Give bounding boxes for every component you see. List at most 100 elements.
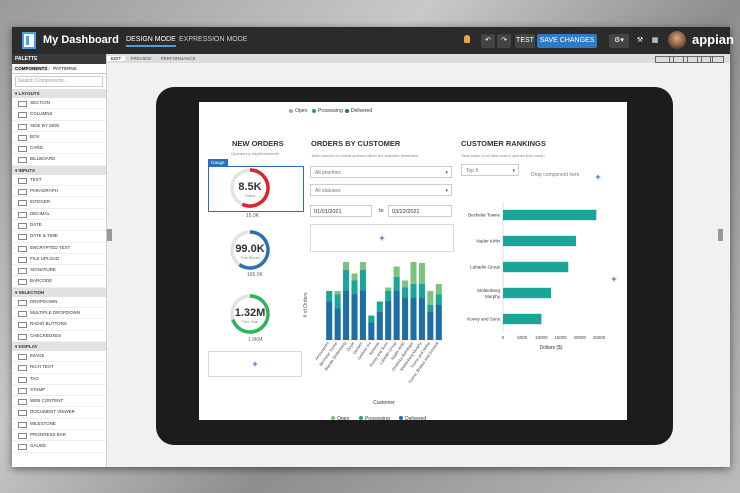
gauge-value: 8.5K [238,181,261,193]
palette-item[interactable]: TEXT [12,175,106,187]
palette-item[interactable]: DATE & TIME [12,231,106,243]
bar-open [334,291,341,295]
tab-preview[interactable]: PREVIEW [130,56,152,61]
gauge-fill [231,294,270,334]
palette-section-display[interactable]: ▾ DISPLAY [12,341,106,351]
bar-delivered [418,298,425,340]
bar-open [351,273,358,281]
palette-item[interactable]: IMAGE [12,351,106,363]
phone-view-icon[interactable] [710,56,724,63]
new-orders-subtitle: Opened by day/time/month [231,151,280,156]
palette-item[interactable]: GAUGE [12,441,106,453]
x-tick-label: 25000 [593,335,606,340]
palette-item[interactable]: PARAGRAPH [12,186,106,198]
statuses-dropdown[interactable]: All statuses [310,184,452,197]
palette-section-layouts[interactable]: ▾ LAYOUTS [12,89,106,98]
palette-item[interactable]: FILE UPLOAD [12,254,106,266]
apps-grid-icon[interactable]: ▦ [651,37,659,44]
palette-item[interactable]: BARCODE [12,276,106,288]
palette-item[interactable]: SIGNATURE [12,265,106,277]
test-button[interactable]: TEST [515,34,535,48]
undo-button[interactable]: ↶ [481,34,495,48]
palette-item[interactable]: DROPDOWN [12,297,106,309]
palette-item[interactable]: TAG [12,374,106,385]
palette-item[interactable]: BILLBOARD [12,154,106,166]
palette-item[interactable]: BOX [12,132,106,144]
bar-delivered [343,291,350,340]
palette-section-inputs[interactable]: ▾ INPUTS [12,165,106,175]
add-component-button-2[interactable]: + [310,224,454,252]
palette-header: PALETTE [12,54,106,64]
component-search-input[interactable]: Search Components... [15,76,103,87]
date-from-input[interactable]: 01/01/2021 [310,205,372,217]
palette-item[interactable]: ENCRYPTED TEXT [12,243,106,254]
tab-edit[interactable]: EDIT [107,56,126,61]
palette-item[interactable]: COLUMNS [12,109,106,121]
save-changes-button[interactable]: SAVE CHANGES [537,34,597,48]
laptop-view-icon[interactable] [669,56,688,63]
top-n-dropdown[interactable]: Top 5 [461,164,519,177]
bar-delivered [334,308,341,340]
y-tick-label: Nader Kirlin [476,239,500,244]
bar-open [435,284,442,295]
palette-section-selection[interactable]: ▾ SELECTION [12,287,106,297]
tablet-portrait-icon[interactable] [697,56,713,63]
add-right-column-button[interactable]: + [611,274,617,284]
customer-rankings-title: CUSTOMER RANKINGS [461,139,546,148]
design-mode-tab[interactable]: DESIGN MODE [126,36,176,47]
add-component-button[interactable]: + [208,351,302,377]
tab-performance[interactable]: PERFORMANCE [160,56,196,61]
palette-item[interactable]: PROGRESS BAR [12,430,106,442]
gauge-value: 99.0K [235,243,264,255]
palette-item[interactable]: WEB CONTENT [12,396,106,408]
legend-label: Open [337,416,349,420]
right-collapse-handle[interactable] [718,229,723,241]
x-tick-label: 15000 [554,335,567,340]
legend-dot [331,416,335,420]
legend-label: Delivered [405,416,426,420]
palette-item[interactable]: RICH TEXT [12,362,106,374]
avatar[interactable] [668,31,686,49]
palette-item[interactable]: INTEGER [12,197,106,209]
selected-gauge-box[interactable] [208,166,304,212]
left-collapse-handle[interactable] [107,229,112,241]
bar-processing [427,305,434,312]
palette-item[interactable]: CHECKBOXES [12,331,106,342]
tab-components[interactable]: COMPONENTS [12,66,51,71]
x-tick-label: 0 [502,335,505,340]
expression-mode-tab[interactable]: EXPRESSION MODE [179,36,248,43]
legend-delivered-dot [345,108,349,113]
palette-item[interactable]: CARD [12,143,106,155]
palette-item[interactable]: SIDE BY SIDE [12,121,106,132]
palette-item[interactable]: DOCUMENT VIEWER [12,407,106,419]
bar-processing [359,270,366,291]
tablet-landscape-icon[interactable] [683,56,702,63]
palette-item[interactable]: MILESTONE [12,419,106,431]
legend-dot [399,416,403,420]
lightbulb-icon[interactable] [464,35,470,43]
component-palette: PALETTE COMPONENTS PATTERNS Search Compon… [12,54,107,467]
palette-item[interactable]: MULTIPLE DROPDOWN [12,308,106,320]
palette-item[interactable]: DATE [12,220,106,232]
legend-open: Open [295,108,308,114]
date-to-input[interactable]: 03/22/2021 [388,205,452,217]
ranking-bar [503,287,551,299]
gauge-fill [241,168,270,208]
desktop-view-icon[interactable] [655,56,674,63]
bar-processing [418,284,425,298]
redo-button[interactable]: ↷ [497,34,511,48]
x-tick-label: Doyle [345,340,355,352]
bar-processing [435,294,442,305]
tab-patterns[interactable]: PATTERNS [53,66,77,71]
palette-item[interactable]: RADIO BUTTONS [12,319,106,331]
add-column-button[interactable]: + [595,172,601,182]
palette-item[interactable]: SECTION [12,98,106,110]
priorities-dropdown[interactable]: All priorities [310,166,452,179]
settings-gear-icon[interactable]: ⚙▾ [609,34,629,48]
palette-item[interactable]: STAMP [12,385,106,397]
tools-icon[interactable]: ⚒ [636,37,644,44]
new-orders-title: NEW ORDERS [232,139,284,148]
palette-item[interactable]: DECIMAL [12,209,106,220]
